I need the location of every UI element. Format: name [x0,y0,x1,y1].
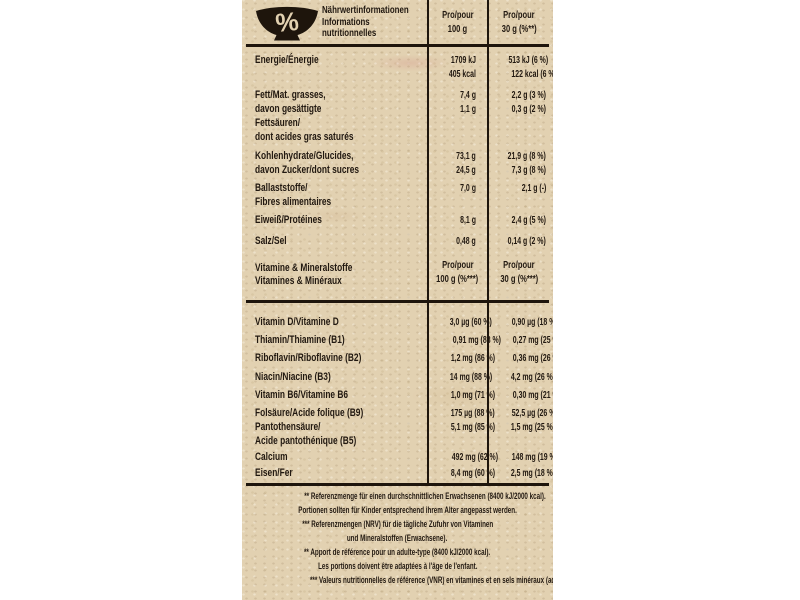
value-per-100g: 3,0 µg (60 %) [449,316,492,328]
value-per-100g: 492 mg (62 %) [451,451,499,463]
value-per-100g: 1709 kJ 405 kcal [449,54,476,80]
value-per-100g: 73,1 g 24,5 g [456,150,476,176]
value-per-30g: 0,90 µg (18 %) [511,316,553,328]
footnotes: ** Referenzmenge für einen durchschnittl… [242,490,553,588]
value-per-30g: 2,4 g (5 %) [511,214,546,226]
column-header-per-30g: Pro/pour 30 g (%**) [501,9,537,35]
nutrient-label: Thiamin/Thiamine (B1) [255,334,345,346]
table-row-protein: Eiweiß/Protéines 8,1 g 2,4 g (5 %) [242,213,553,227]
column-divider-2 [487,0,489,484]
value-per-30g: 2,1 g (-) [521,182,546,194]
table-row-iron: Eisen/Fer 8,4 mg (60 %) 2,5 mg (18 %) [242,466,553,480]
value-per-100g: 0,91 mg (83 %) [452,334,501,346]
table-row-pantothenic-acid: Pantothensäure/ Acide pantothénique (B5)… [242,420,553,448]
value-per-100g: 7,0 g [460,182,476,194]
table-row-niacin: Niacin/Niacine (B3) 14 mg (88 %) 4,2 mg … [242,370,553,384]
value-per-100g: 0,48 g [456,235,476,247]
nutrient-label: Ballaststoffe/ Fibres alimentaires [255,182,332,208]
table-row-calcium: Calcium 492 mg (62 %) 148 mg (19 %) [242,450,553,464]
nutrient-label: Energie/Énergie [255,54,319,66]
header-rule [246,44,549,47]
value-per-30g: 513 kJ (6 %) 122 kcal (6 %) [508,54,553,80]
footnote-line: *** Valeurs nutritionnelles de référence… [309,575,553,586]
value-per-30g: 52,5 µg (26 %) [511,407,553,419]
table-row-energy: Energie/Énergie 1709 kJ 405 kcal 513 kJ … [242,53,553,81]
value-per-30g: 0,14 g (2 %) [507,235,546,247]
table-row-fat: Fett/Mat. grasses, davon gesättigte Fett… [242,88,553,144]
nutrient-label: Eisen/Fer [255,467,293,479]
value-per-100g: 1,2 mg (86 %) [450,352,496,364]
footnote-line: und Mineralstoffen (Erwachsene). [347,533,448,544]
footnote-line: *** Referenzmengen (NRV) für die täglich… [301,519,494,530]
footnote-line: Les portions doivent être adaptées à l'â… [317,561,478,572]
nutrient-label: Niacin/Niacine (B3) [255,371,331,383]
nutrient-label: Kohlenhydrate/Glucides, davon Zucker/don… [255,150,360,176]
value-per-100g: 8,1 g [460,214,476,226]
table-row-vitamin-d: Vitamin D/Vitamine D 3,0 µg (60 %) 0,90 … [242,315,553,329]
table-row-riboflavin: Riboflavin/Riboflavine (B2) 1,2 mg (86 %… [242,351,553,365]
table-row-folic-acid: Folsäure/Acide folique (B9) 175 µg (88 %… [242,406,553,420]
column-divider-1 [427,0,429,484]
column-header-per-100g: Pro/pour 100 g [441,9,474,35]
nutrient-label: Eiweiß/Protéines [255,214,322,226]
value-per-30g: 2,2 g (3 %) 0,3 g (2 %) [511,89,546,115]
nutrient-label: Pantothensäure/ Acide pantothénique (B5) [255,421,357,447]
nutrient-label: Fett/Mat. grasses, davon gesättigte Fett… [255,89,354,143]
footnote-line: ** Apport de référence pour un adulte-ty… [304,547,491,558]
footnote-rule [246,483,549,486]
table-row-vitamin-b6: Vitamin B6/Vitamine B6 1,0 mg (71 %) 0,3… [242,388,553,402]
vitamins-column-header-per-100g: Pro/pour 100 g (%***) [436,259,479,285]
value-per-30g: 21,9 g (8 %) 7,3 g (8 %) [507,150,546,176]
nutrient-label: Calcium [255,451,288,463]
percent-bowl-icon: % [255,3,319,47]
table-row-salt: Salz/Sel 0,48 g 0,14 g (2 %) [242,234,553,248]
value-per-100g: 8,4 mg (60 %) [450,467,496,479]
value-per-30g: 0,36 mg (26 %) [512,352,553,364]
value-per-100g: 1,0 mg (71 %) [450,389,496,401]
value-per-30g: 148 mg (19 %) [511,451,553,463]
vitamins-header-rule [246,300,549,303]
vitamins-column-header-per-30g: Pro/pour 30 g (%***) [500,259,538,285]
title-line: Nährwertinformationen [322,4,409,16]
value-per-30g: 2,5 mg (18 %) [510,467,553,479]
value-per-100g: 7,4 g 1,1 g [460,89,476,115]
value-per-30g: 0,30 mg (21 %) [512,389,553,401]
table-title: Nährwertinformationen Informations nutri… [322,4,438,40]
table-row-thiamin: Thiamin/Thiamine (B1) 0,91 mg (83 %) 0,2… [242,333,553,347]
nutrient-label: Folsäure/Acide folique (B9) [255,407,364,419]
footnote-line: ** Referenzmenge für einen durchschnittl… [304,491,546,502]
table-row-carbohydrate: Kohlenhydrate/Glucides, davon Zucker/don… [242,149,553,177]
vitamins-section-title: Vitamine & Mineralstoffe Vitamines & Min… [255,262,353,287]
value-per-100g: 14 mg (88 %) [449,371,493,383]
nutrient-label: Riboflavin/Riboflavine (B2) [255,352,362,364]
nutrient-label: Vitamin B6/Vitamine B6 [255,389,349,401]
table-row-fibre: Ballaststoffe/ Fibres alimentaires 7,0 g… [242,181,553,209]
nutrient-label: Salz/Sel [255,235,287,247]
value-per-30g: 1,5 mg (25 %) [510,421,553,433]
footnote-line: Portionen sollten für Kinder entsprechen… [298,505,517,516]
value-per-100g: 5,1 mg (85 %) [450,421,496,433]
title-line: nutritionnelles [322,27,377,39]
value-per-30g: 4,2 mg (26 %) [510,371,553,383]
svg-text:%: % [274,6,300,38]
nutrition-label-panel: % Nährwertinformationen Informations nut… [242,0,553,600]
value-per-100g: 175 µg (88 %) [450,407,495,419]
value-per-30g: 0,27 mg (25 %) [512,334,553,346]
nutrient-label: Vitamin D/Vitamine D [255,316,339,328]
title-line: Informations [322,15,370,28]
